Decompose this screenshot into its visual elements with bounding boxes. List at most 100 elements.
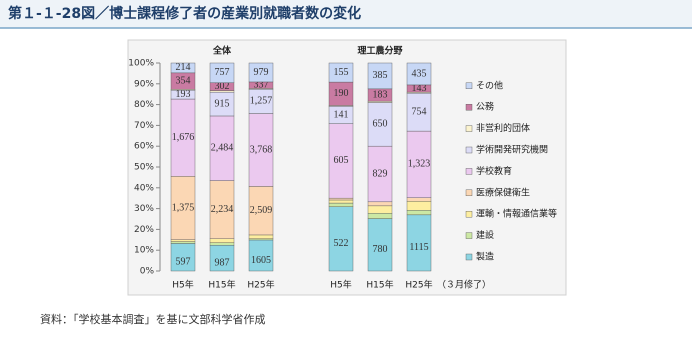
bar-segment [328,123,354,199]
value-label: 183 [373,89,388,100]
legend-swatch [465,189,473,197]
bar-segment [170,241,196,244]
bar-segment [367,205,393,214]
value-label: 829 [373,168,388,179]
y-tick-label: 40% [134,183,154,193]
group-label: 理工農分野 [357,45,402,57]
y-tick-label: 20% [134,225,154,235]
bar-segment [209,62,235,83]
value-label: 385 [373,70,388,81]
bar-segment [367,100,393,103]
value-label: 522 [334,238,349,249]
legend-swatch [465,82,473,90]
value-label: 141 [334,109,349,120]
legend-swatch [465,232,473,239]
value-label: 1,257 [250,96,273,107]
bar-segment [406,201,432,211]
bar-segment [367,102,393,147]
bar-segment [248,234,274,239]
bar-segment [170,243,196,272]
x-tick-label: H25年 [247,279,274,291]
legend-label: 建設 [476,229,494,241]
legend-swatch [465,168,473,175]
bar-segment [248,113,274,187]
legend-swatch [465,103,473,111]
legend-label: 学校教育 [476,165,512,177]
bar-segment [328,197,354,201]
value-label: 754 [412,106,427,117]
bar-segment [367,145,393,203]
x-tick-label: H25年 [405,279,432,291]
value-label: 302 [215,81,230,92]
y-tick-label: 80% [134,100,154,110]
bar-segment [248,62,274,83]
legend-swatch [465,125,473,132]
legend-label: 公務 [476,101,494,113]
x-tick-label: H5年 [330,279,352,291]
value-label: 190 [334,88,349,99]
legend-swatch [465,146,473,154]
bar-segment [328,62,354,83]
value-label: 1,676 [172,132,195,143]
bar-segment [170,98,196,177]
bar-segment [209,242,235,246]
value-label: 354 [176,75,191,86]
x-tick-label: H15年 [208,279,235,291]
group-label: 全体 [212,45,232,57]
bar-segment [367,218,393,272]
bar-segment [367,201,393,207]
bar-segment [406,92,432,132]
bar-segment [209,115,235,181]
value-label: 2,509 [250,205,273,216]
y-tick-label: 70% [134,121,154,131]
value-label: 979 [254,67,269,78]
value-label: 143 [412,83,427,94]
legend-swatch [465,253,473,261]
bar-segment [406,62,432,86]
value-label: 435 [412,68,427,79]
legend-label: 非営利的団体 [476,122,530,134]
bar-segment [328,199,354,204]
value-label: 1605 [251,255,271,266]
y-tick-label: 10% [134,246,154,256]
bar-segment [170,176,196,240]
y-tick-label: 0% [140,267,155,277]
bar-segment [406,130,432,198]
value-label: 3,768 [250,144,273,155]
value-label: 1,323 [408,159,431,170]
bar-segment [248,186,274,236]
value-label: 337 [254,79,269,90]
value-label: 597 [176,257,191,268]
bar-segment [406,210,432,216]
legend-label: その他 [476,79,503,91]
y-tick-label: 60% [134,142,154,152]
bar-segment [367,213,393,219]
y-tick-label: 30% [134,204,154,214]
source-note: 資料：「学校基本調査」を基に文部科学省作成 [40,312,266,326]
value-label: 155 [334,67,349,78]
legend-label: 医療保健衛生 [476,186,530,198]
bar-segment [170,239,196,242]
value-label: 915 [215,98,230,109]
bar-segment [209,238,235,243]
value-label: 987 [215,257,230,268]
legend-label: 製造 [476,251,494,263]
value-label: 193 [176,89,191,100]
bar-segment [248,89,274,114]
value-label: 650 [373,119,388,130]
legend-swatch [465,210,473,218]
value-label: 2,234 [211,204,234,215]
bar-segment [328,202,354,207]
title-band [0,0,692,28]
bar-segment [248,239,274,272]
y-tick-label: 50% [134,163,154,173]
y-tick-label: 90% [134,79,154,89]
value-label: 757 [215,67,230,78]
bar-segment [170,62,196,74]
bar-segment [209,245,235,272]
value-label: 2,484 [211,143,234,154]
x-tick-label: H5年 [172,279,194,291]
bar-segment [406,197,432,202]
bar-segment [367,62,393,90]
